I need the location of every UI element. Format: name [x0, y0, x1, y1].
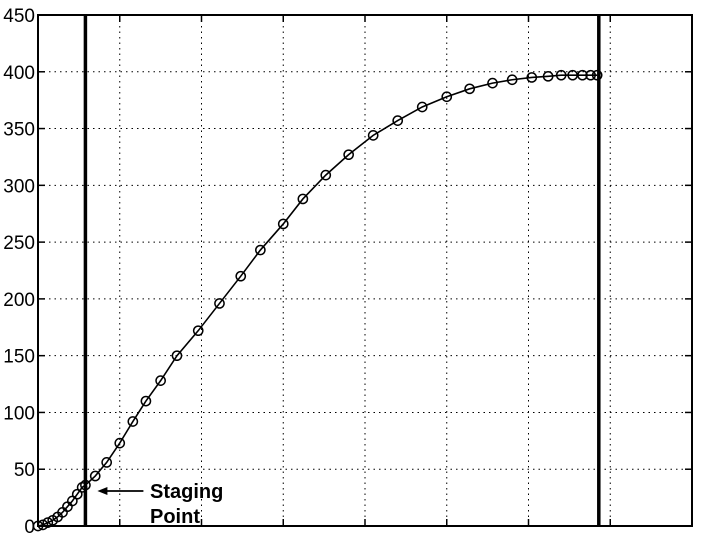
y-tick-label: 300	[3, 176, 35, 197]
data-point	[214, 298, 225, 309]
data-point	[542, 70, 554, 82]
data-point	[506, 74, 518, 86]
data-point	[192, 325, 204, 337]
data-point	[114, 437, 126, 449]
data-point	[171, 350, 183, 362]
data-point	[255, 244, 266, 256]
data-point	[526, 72, 538, 83]
data-point	[585, 69, 596, 81]
data-point	[343, 149, 354, 161]
data-point	[487, 77, 498, 89]
data-point	[32, 520, 44, 532]
data-point	[155, 375, 166, 386]
data-point	[577, 69, 588, 81]
data-point	[441, 91, 453, 103]
y-tick-label: 150	[3, 347, 35, 368]
data-point	[76, 482, 88, 493]
data-point	[71, 488, 83, 500]
annotation-arrowhead	[97, 487, 108, 495]
data-point	[367, 130, 379, 141]
data-point	[37, 519, 49, 531]
data-point	[277, 218, 289, 230]
data-point	[66, 495, 78, 507]
y-tick-label: 450	[3, 6, 35, 27]
y-tick-label: 200	[3, 290, 35, 311]
data-point	[101, 457, 113, 468]
series-line	[37, 74, 598, 527]
data-point	[416, 101, 428, 113]
data-point	[464, 83, 475, 95]
data-point	[392, 115, 404, 126]
data-point	[89, 470, 101, 482]
annotation-label-line1: Staging	[150, 481, 223, 503]
y-tick-label: 100	[3, 403, 35, 424]
y-tick-label: 250	[3, 233, 35, 254]
data-point	[140, 395, 152, 407]
y-tick-label: 350	[3, 120, 35, 141]
y-tick-label: 0	[24, 517, 35, 535]
x-ticks	[37, 15, 693, 526]
data-point	[591, 69, 603, 81]
plot-frame	[37, 14, 693, 527]
y-tick-label: 50	[14, 460, 35, 481]
data-point	[555, 69, 567, 81]
staging-point-annotation: Staging Point	[97, 481, 223, 528]
data-point	[42, 517, 54, 528]
annotation-label-line2: Point	[150, 506, 200, 528]
series-markers	[32, 69, 603, 532]
vertical-markers	[83, 15, 601, 526]
data-point	[127, 416, 139, 427]
data-point	[80, 479, 91, 491]
y-tick-label: 400	[3, 63, 35, 84]
data-point	[297, 193, 309, 205]
data-point	[235, 270, 247, 282]
grid	[38, 15, 692, 526]
y-ticks: 0 50 100 150 200 250 300 350 400 450	[3, 6, 692, 535]
data-point	[320, 169, 332, 181]
